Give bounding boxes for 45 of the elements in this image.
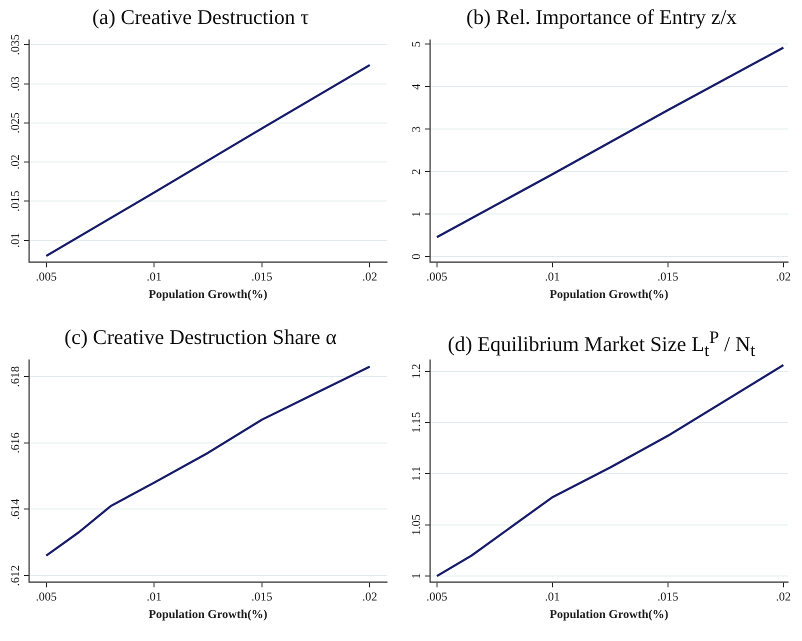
x-axis-title: Population Growth(%) <box>148 286 268 301</box>
y-tick-label: 1 <box>409 211 424 218</box>
y-tick-label: 1.2 <box>409 364 424 379</box>
x-axis-title: Population Growth(%) <box>550 286 668 301</box>
y-tick-label: 1.1 <box>409 466 424 482</box>
x-tick-label: .01 <box>544 270 560 284</box>
y-tick-label: 5 <box>409 41 424 48</box>
chart-title: (a) Creative Destruction τ <box>91 4 310 31</box>
x-tick-label: .005 <box>426 270 448 284</box>
x-axis-title: Population Growth(%) <box>550 606 668 621</box>
y-tick-label: .612 <box>8 565 22 586</box>
y-tick-label: 1 <box>409 573 424 580</box>
x-tick-label: .015 <box>251 270 272 284</box>
y-tick-label: .01 <box>8 232 22 248</box>
x-tick-label: .02 <box>776 590 791 604</box>
x-tick-label: .015 <box>251 590 272 604</box>
y-tick-label: .025 <box>8 112 22 134</box>
y-tick-label: .614 <box>8 498 22 520</box>
x-tick-label: .015 <box>657 590 678 604</box>
y-tick-label: 3 <box>409 126 424 132</box>
x-tick-label: .02 <box>362 590 378 604</box>
y-tick-label: 0 <box>409 254 424 260</box>
y-tick-label: 4 <box>409 84 424 90</box>
y-tick-label: .015 <box>8 190 22 212</box>
x-tick-label: .01 <box>146 590 162 604</box>
chart-title: (c) Creative Destruction Share α <box>63 324 338 351</box>
x-tick-label: .02 <box>776 270 791 284</box>
x-tick-label: .01 <box>146 270 162 284</box>
x-axis-title: Population Growth(%) <box>148 606 268 621</box>
x-tick-label: .01 <box>544 590 560 604</box>
chart-title: (d) Equilibrium Market Size L$_{t}$$^{P}$ / N$_{t}$ <box>446 326 756 360</box>
x-tick-label: .015 <box>657 270 678 284</box>
y-tick-label: 2 <box>409 168 424 175</box>
chart-title: (b) Rel. Importance of Entry z/x <box>465 4 738 31</box>
y-tick-label: 1.05 <box>409 514 424 536</box>
x-tick-label: .005 <box>36 590 57 604</box>
y-tick-label: .02 <box>8 154 22 170</box>
y-tick-label: .618 <box>8 366 22 388</box>
x-tick-label: .005 <box>36 270 57 284</box>
y-tick-label: 1.15 <box>409 412 424 433</box>
x-tick-label: .02 <box>362 270 378 284</box>
y-tick-label: .616 <box>8 432 22 454</box>
x-tick-label: .005 <box>426 590 448 604</box>
y-tick-label: .035 <box>8 34 22 56</box>
y-tick-label: .03 <box>8 76 22 92</box>
